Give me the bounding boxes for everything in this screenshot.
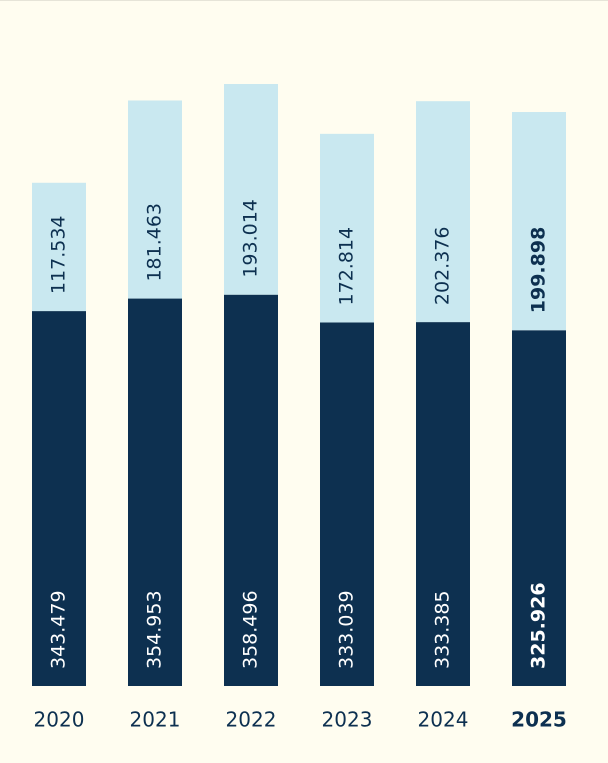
bar-segment [128, 100, 182, 299]
x-tick-label: 2021 [130, 708, 181, 732]
data-label: 117.534 [48, 215, 70, 294]
bar-segment [320, 322, 374, 686]
data-label: 325.926 [528, 582, 550, 669]
bar-segment [320, 133, 374, 323]
x-tick-label: 2020 [34, 708, 85, 732]
bar-segment [128, 298, 182, 686]
data-label: 354.953 [144, 590, 166, 669]
data-label: 199.898 [528, 227, 550, 314]
bar-segment [32, 182, 86, 312]
bar-segment [224, 294, 278, 686]
data-label: 358.496 [240, 590, 262, 669]
bar-segment [512, 330, 566, 686]
x-tick-label: 2024 [418, 708, 469, 732]
bar-segment [512, 112, 566, 331]
data-label: 181.463 [144, 203, 166, 282]
x-tick-label: 2022 [226, 708, 277, 732]
bar-segment [416, 322, 470, 686]
data-label: 333.039 [336, 590, 358, 669]
bar-segment [32, 311, 86, 686]
data-label: 193.014 [240, 199, 262, 278]
x-tick-label: 2023 [322, 708, 373, 732]
data-label: 202.376 [432, 227, 454, 306]
data-label: 343.479 [48, 590, 70, 669]
x-tick-label: 2025 [511, 708, 567, 732]
bar-segment [224, 84, 278, 295]
bar-segment [416, 101, 470, 323]
data-label: 333.385 [432, 590, 454, 669]
data-label: 172.814 [336, 227, 358, 306]
